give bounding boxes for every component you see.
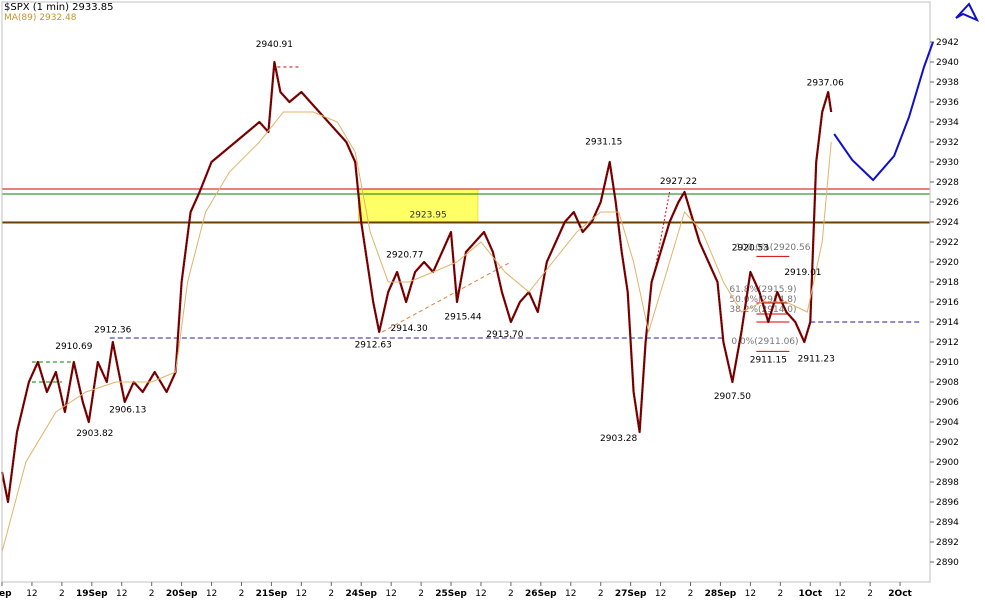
y-tick-label: 2928	[936, 178, 959, 188]
price-annotation: 2931.15	[585, 138, 622, 148]
y-tick-label: 2906	[936, 398, 959, 408]
price-annotation: 2906.13	[109, 406, 146, 416]
price-annotation: 2919.01	[784, 268, 821, 278]
price-annotation: 2914.30	[391, 324, 428, 334]
x-tick-label: 2	[867, 589, 873, 599]
price-series-ticks	[1, 61, 832, 503]
y-tick-label: 2904	[936, 418, 959, 428]
x-tick-label: 12	[834, 589, 845, 599]
x-tick-label: 12	[385, 589, 396, 599]
x-tick-label: 12	[206, 589, 217, 599]
fib-label: 38.2%(2914.0)	[729, 305, 796, 315]
x-tick-label: 12	[296, 589, 307, 599]
price-annotation: 2912.63	[355, 341, 392, 351]
x-tick-label: 26Sep	[525, 589, 557, 599]
zone-label: 2923.95	[409, 211, 446, 221]
price-annotation: 2940.91	[256, 40, 293, 50]
price-annotation: 2907.50	[714, 392, 751, 402]
price-series-line	[0, 60, 833, 504]
forecast-arrow	[955, 2, 980, 22]
ma-series-line	[1, 111, 832, 553]
x-tick-label: Sep	[0, 589, 12, 599]
y-tick-label: 2898	[936, 478, 959, 488]
x-tick-label: 25Sep	[435, 589, 467, 599]
fib-label: 100.0%(2920.56	[735, 243, 810, 253]
y-tick-label: 2896	[936, 498, 959, 508]
y-tick-label: 2910	[936, 358, 959, 368]
x-tick-label: 2	[418, 589, 424, 599]
x-tick-label: 2	[598, 589, 604, 599]
y-tick-label: 2938	[936, 78, 959, 88]
y-tick-label: 2916	[936, 298, 959, 308]
plot-frame	[1, 1, 931, 583]
trend-dashed-line	[654, 191, 671, 273]
chart-title: $SPX (1 min) 2933.85	[4, 2, 114, 13]
fib-label: 61.8%(2915.9)	[729, 285, 796, 295]
y-tick-label: 2926	[936, 198, 959, 208]
price-annotation: 2937.06	[807, 78, 844, 88]
trend-dashed-line	[381, 261, 512, 333]
x-tick-label: 1Oct	[798, 589, 822, 599]
y-tick-label: 2940	[936, 58, 959, 68]
y-tick-label: 2900	[936, 458, 959, 468]
y-tick-label: 2930	[936, 158, 959, 168]
y-tick-label: 2890	[936, 558, 959, 568]
y-tick-label: 2936	[936, 98, 959, 108]
price-annotation: 2903.82	[76, 429, 113, 439]
price-annotation: 2912.36	[94, 325, 131, 335]
y-tick-label: 2902	[936, 438, 959, 448]
price-annotation: 2920.77	[386, 250, 423, 260]
y-tick-label: 2942	[936, 38, 959, 48]
x-tick-label: 12	[655, 589, 666, 599]
y-tick-label: 2914	[936, 318, 959, 328]
fib-label: 50.0%(2914.8)	[729, 295, 796, 305]
x-tick-label: 12	[475, 589, 486, 599]
x-tick-label: 19Sep	[76, 589, 108, 599]
price-annotation: 2911.23	[798, 355, 835, 365]
y-tick-label: 2924	[936, 218, 959, 228]
price-annotation: 2911.15	[750, 356, 787, 366]
price-annotation: 2927.22	[660, 177, 697, 187]
x-tick-label: 2Oct	[888, 589, 912, 599]
x-tick-label: 12	[116, 589, 127, 599]
price-annotation: 2910.69	[55, 342, 92, 352]
x-tick-label: 2	[149, 589, 155, 599]
x-tick-label: 12	[26, 589, 37, 599]
price-annotation: 2913.70	[486, 330, 523, 340]
x-tick-label: 2	[239, 589, 245, 599]
y-tick-label: 2920	[936, 258, 959, 268]
x-tick-label: 12	[745, 589, 756, 599]
y-tick-label: 2934	[936, 118, 959, 128]
price-annotation: 2903.28	[600, 434, 637, 444]
x-tick-label: 2	[508, 589, 514, 599]
price-annotation: 2915.44	[444, 313, 481, 323]
x-tick-label: 21Sep	[256, 589, 288, 599]
x-tick-label: 2	[328, 589, 334, 599]
y-tick-label: 2894	[936, 518, 959, 528]
resistance-zone	[357, 188, 479, 223]
y-tick-label: 2912	[936, 338, 959, 348]
forecast-path	[833, 41, 934, 182]
y-tick-label: 2918	[936, 278, 959, 288]
y-tick-label: 2892	[936, 538, 959, 548]
x-tick-label: 24Sep	[345, 589, 377, 599]
fib-label: 0.0%(2911.06)	[731, 337, 798, 347]
x-tick-label: 2	[59, 589, 65, 599]
x-tick-label: 20Sep	[166, 589, 198, 599]
x-tick-label: 2	[688, 589, 694, 599]
x-tick-label: 12	[565, 589, 576, 599]
x-tick-label: 2	[777, 589, 783, 599]
ma-legend: MA(89) 2932.48	[4, 13, 77, 23]
x-tick-label: 27Sep	[615, 589, 647, 599]
y-tick-label: 2908	[936, 378, 959, 388]
y-tick-label: 2922	[936, 238, 959, 248]
chart-header: $SPX (1 min) 2933.85 MA(89) 2932.48	[4, 2, 114, 23]
y-tick-label: 2932	[936, 138, 959, 148]
x-tick-label: 28Sep	[705, 589, 737, 599]
price-annotation: 2920.53	[732, 244, 769, 254]
